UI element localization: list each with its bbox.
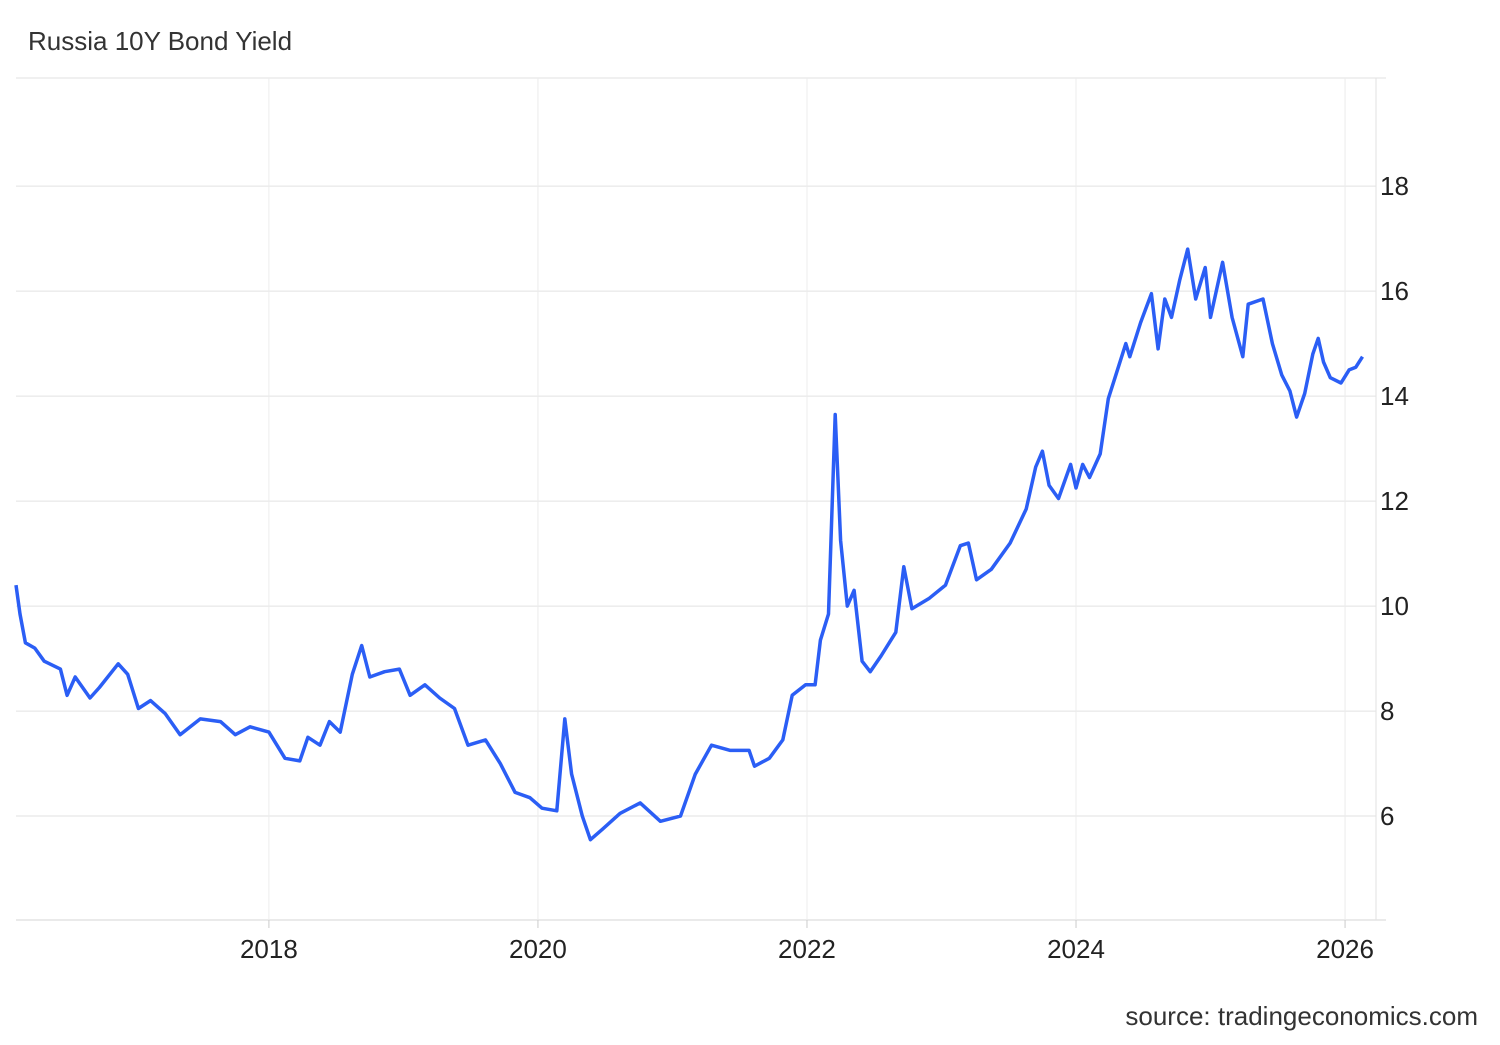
series-line [14,247,1364,842]
y-tick-label: 14 [1380,381,1409,411]
x-tick-label: 2022 [778,934,836,964]
y-tick-label: 8 [1380,696,1394,726]
x-tick-label: 2020 [509,934,567,964]
x-tick-label: 2024 [1047,934,1105,964]
y-tick-label: 18 [1380,171,1409,201]
source-note: source: tradingeconomics.com [1125,1001,1478,1031]
chart-title: Russia 10Y Bond Yield [28,26,292,56]
y-tick-label: 12 [1380,486,1409,516]
y-tick-label: 10 [1380,591,1409,621]
x-tick-label: 2018 [240,934,298,964]
y-tick-label: 6 [1380,801,1394,831]
x-tick-label: 2026 [1316,934,1374,964]
y-tick-label: 16 [1380,276,1409,306]
